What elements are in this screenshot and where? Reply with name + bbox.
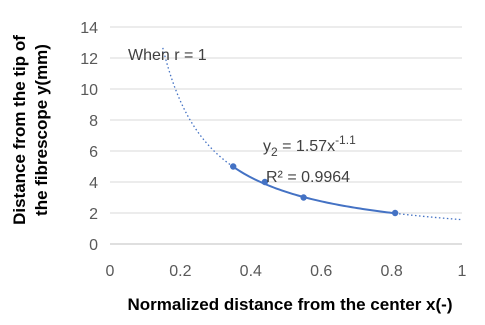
x-axis-title: Normalized distance from the center x(-) <box>128 295 453 314</box>
trendline-group <box>162 47 463 221</box>
condition-annotation: When r = 1 <box>128 47 207 64</box>
trendline-solid <box>232 165 396 215</box>
equation-lhs: y <box>263 138 271 155</box>
y-tick-label: 6 <box>89 144 98 161</box>
equation-body: = 1.57x <box>278 138 335 155</box>
y-axis-title-line-1: Distance from the tip of <box>10 35 29 225</box>
y-tick-label: 4 <box>89 175 98 192</box>
data-point <box>391 209 399 217</box>
x-tick-label: 0.8 <box>380 263 402 280</box>
x-tick-label: 0.6 <box>310 263 332 280</box>
data-point <box>300 194 307 201</box>
x-tick-label: 0.2 <box>169 263 191 280</box>
trendline-dotted-left <box>162 47 234 168</box>
y-axis-title-line-2: the fibrescope y(mm) <box>32 44 51 216</box>
r-squared-annotation: R² = 0.9964 <box>266 169 350 186</box>
equation-subscript: 2 <box>271 145 278 159</box>
equation-annotation: y2 = 1.57x-1.1 <box>263 133 356 159</box>
y-tick-label: 8 <box>89 113 98 130</box>
equation-exponent: -1.1 <box>335 133 356 147</box>
y-tick-label: 10 <box>80 82 98 99</box>
x-tick-label: 0 <box>106 263 115 280</box>
data-points <box>230 163 399 217</box>
data-point <box>230 163 237 170</box>
x-tick-label: 1 <box>458 263 467 280</box>
y-tick-label: 2 <box>89 206 98 223</box>
grid-lines <box>110 26 462 214</box>
x-tick-label: 0.4 <box>240 263 262 280</box>
x-tick-labels: 0 0.2 0.4 0.6 0.8 1 <box>106 263 467 280</box>
y-tick-label: 14 <box>80 20 98 37</box>
data-point <box>261 178 269 186</box>
y-tick-labels: 0 2 4 6 8 10 12 14 <box>80 20 98 254</box>
trendline-dotted-right <box>395 212 463 221</box>
y-tick-label: 0 <box>89 237 98 254</box>
y-tick-label: 12 <box>80 51 98 68</box>
